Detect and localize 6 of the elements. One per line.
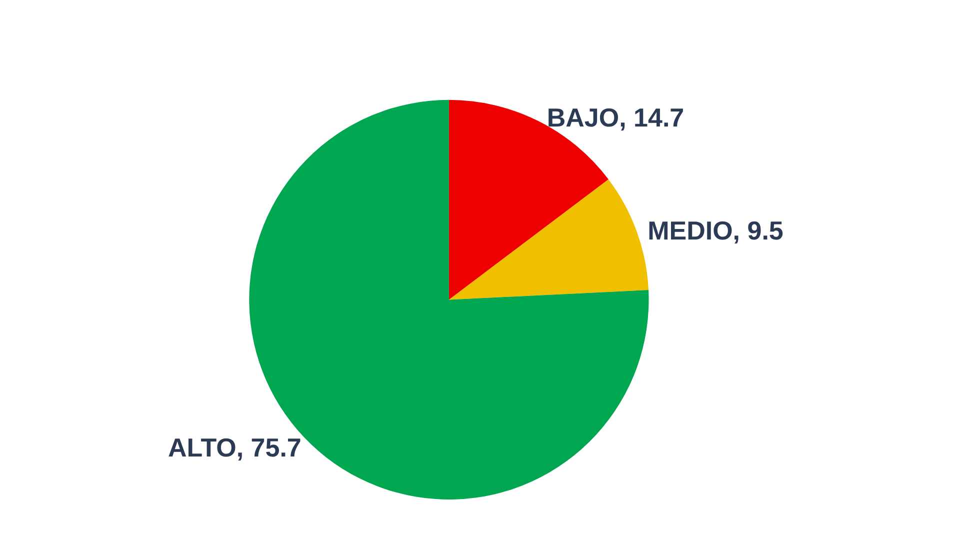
data-label: , 9.5: [732, 215, 784, 246]
slice-label: MEDIO: [648, 215, 733, 246]
data-label: , 75.7: [236, 432, 302, 462]
slice-label: ALTO: [168, 432, 236, 462]
data-label: , 14.7: [619, 102, 684, 132]
slice-label: BAJO: [546, 102, 620, 132]
